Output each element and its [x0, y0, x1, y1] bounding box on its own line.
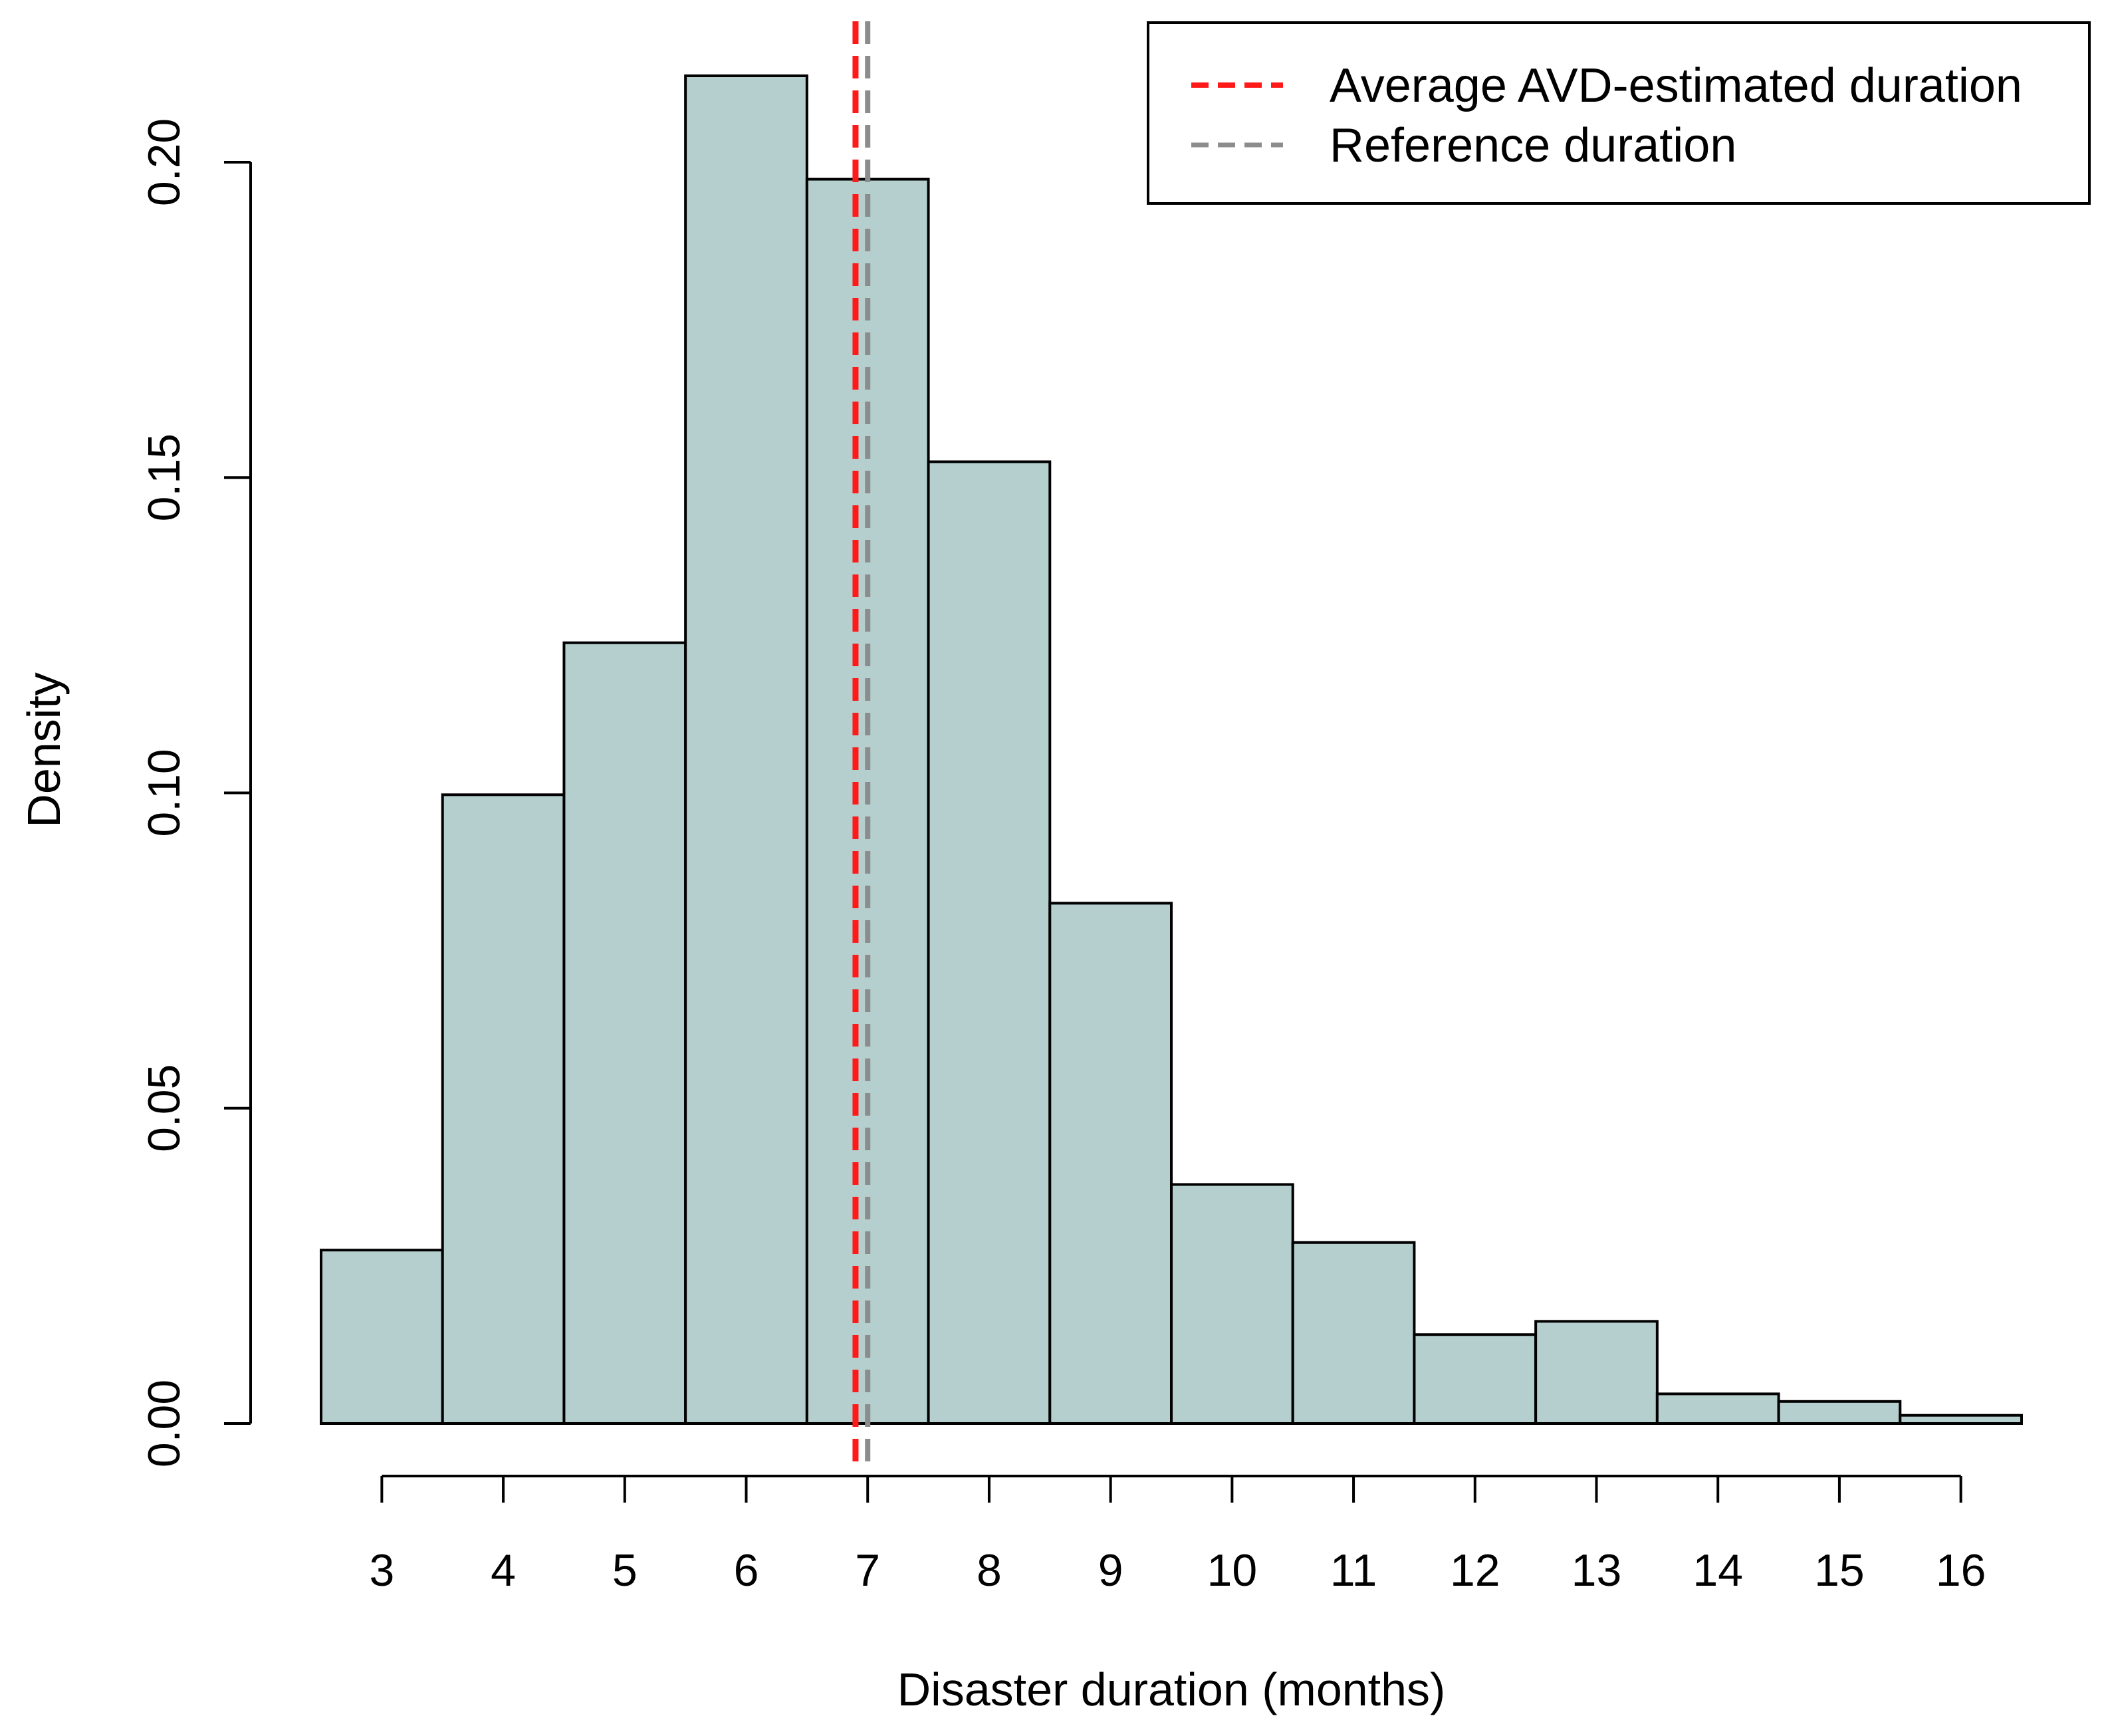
- x-tick-label: 4: [491, 1545, 516, 1596]
- legend-label-reference: Reference duration: [1330, 119, 1736, 172]
- x-tick-label: 10: [1207, 1545, 1258, 1596]
- legend: Average AVD-estimated duration Reference…: [1147, 21, 2091, 205]
- y-axis-title: Density: [18, 672, 70, 827]
- legend-box: [1147, 21, 2091, 205]
- x-tick-label: 6: [734, 1545, 759, 1596]
- histogram-bar: [1170, 1183, 1294, 1425]
- y-axis: 0.00 0.05 0.10 0.15 0.20: [139, 118, 252, 1467]
- x-axis-title: Disaster duration (months): [897, 1664, 1446, 1715]
- histogram-bar: [1413, 1333, 1538, 1425]
- histogram-bar: [1534, 1320, 1659, 1425]
- y-tick-label: 0.20: [139, 118, 189, 206]
- x-axis: 3 4 5 6 7 8 9 10 11 12 13 14 15 16: [369, 1475, 1986, 1596]
- x-tick-label: 7: [855, 1545, 880, 1596]
- histogram-bar: [1777, 1400, 1902, 1425]
- x-tick-label: 14: [1693, 1545, 1743, 1596]
- histogram-bar: [562, 641, 687, 1425]
- histogram-bar: [1655, 1392, 1780, 1425]
- reference-lines: [852, 21, 871, 1473]
- legend-label-average-avd: Average AVD-estimated duration: [1330, 59, 2022, 112]
- x-tick-label: 16: [1936, 1545, 1986, 1596]
- histogram-bar: [1899, 1414, 2023, 1426]
- x-tick-label: 15: [1814, 1545, 1865, 1596]
- histogram-bar: [320, 1249, 444, 1426]
- histogram-bar: [441, 793, 566, 1425]
- histogram-bar: [1048, 902, 1173, 1425]
- y-tick-label: 0.05: [139, 1064, 189, 1152]
- x-tick-label: 12: [1450, 1545, 1500, 1596]
- y-tick-label: 0.00: [139, 1380, 189, 1467]
- histogram-bar: [1291, 1241, 1416, 1426]
- x-tick-label: 13: [1572, 1545, 1622, 1596]
- y-tick-label: 0.15: [139, 434, 189, 521]
- x-tick-label: 8: [977, 1545, 1002, 1596]
- x-tick-label: 9: [1098, 1545, 1123, 1596]
- histogram-bar: [927, 460, 1052, 1425]
- y-tick-label: 0.10: [139, 749, 189, 836]
- x-tick-label: 11: [1330, 1545, 1377, 1596]
- x-tick-label: 5: [612, 1545, 638, 1596]
- x-tick-label: 3: [369, 1545, 394, 1596]
- histogram-bar: [684, 74, 808, 1425]
